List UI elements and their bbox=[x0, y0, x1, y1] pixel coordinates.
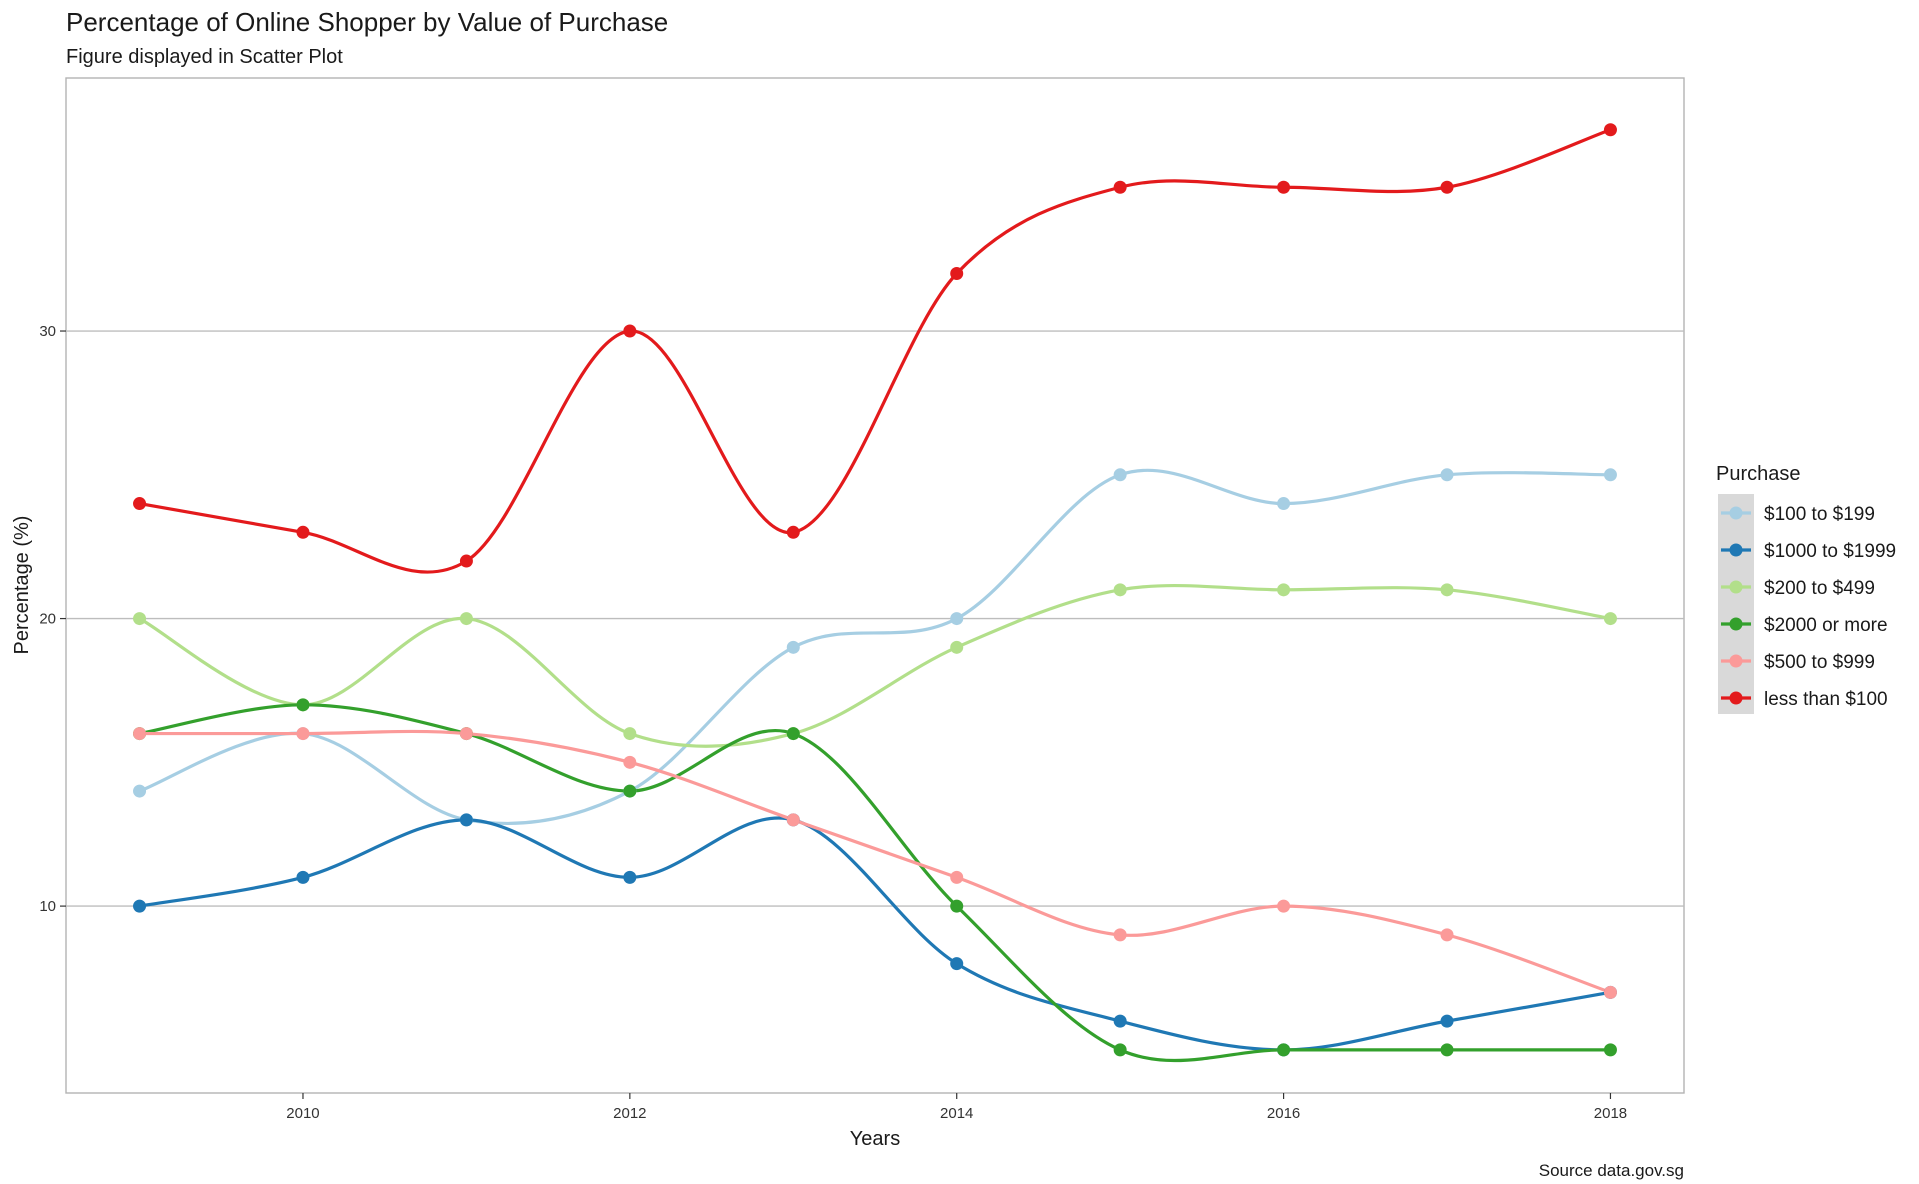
data-point-200-to-499-2011 bbox=[459, 612, 473, 626]
legend-label-2000-or-more: $2000 or more bbox=[1764, 615, 1888, 636]
x-tick-label: 2012 bbox=[613, 1105, 646, 1122]
data-point-2000-or-more-2010 bbox=[296, 698, 310, 712]
data-point-500-to-999-2017 bbox=[1440, 928, 1454, 942]
data-point-200-to-499-2017 bbox=[1440, 583, 1454, 597]
data-point-500-to-999-2014 bbox=[950, 870, 964, 884]
data-point-less-than-100-2015 bbox=[1113, 180, 1127, 194]
data-point-1000-to-1999-2010 bbox=[296, 870, 310, 884]
data-point-1000-to-1999-2014 bbox=[950, 957, 964, 971]
legend-key-background bbox=[1718, 494, 1754, 714]
legend-label-200-to-499: $200 to $499 bbox=[1764, 578, 1875, 599]
legend-title: Purchase bbox=[1716, 463, 1801, 485]
legend-label-1000-to-1999: $1000 to $1999 bbox=[1764, 541, 1896, 562]
data-point-less-than-100-2018 bbox=[1603, 123, 1617, 137]
data-point-2000-or-more-2017 bbox=[1440, 1043, 1454, 1057]
data-point-100-to-199-2009 bbox=[133, 784, 147, 798]
data-point-less-than-100-2013 bbox=[786, 525, 800, 539]
data-point-1000-to-1999-2012 bbox=[623, 870, 637, 884]
data-point-200-to-499-2015 bbox=[1113, 583, 1127, 597]
data-point-less-than-100-2016 bbox=[1277, 180, 1291, 194]
data-point-100-to-199-2016 bbox=[1277, 497, 1291, 511]
data-point-2000-or-more-2013 bbox=[786, 727, 800, 741]
legend-key-point-less-than-100 bbox=[1729, 691, 1743, 705]
data-point-100-to-199-2018 bbox=[1603, 468, 1617, 482]
legend-key-point-1000-to-1999 bbox=[1729, 543, 1743, 557]
series-line-2000-or-more bbox=[137, 703, 1613, 1063]
x-axis-title: Years bbox=[850, 1128, 900, 1150]
plot-panel-border bbox=[65, 77, 1685, 1094]
series-line-less-than-100 bbox=[137, 128, 1613, 574]
series-line-100-to-199 bbox=[137, 468, 1613, 825]
data-point-500-to-999-2011 bbox=[459, 727, 473, 741]
legend-items: $100 to $199 $1000 to $1999 $200 to $499 $2… bbox=[1721, 504, 1896, 710]
data-point-less-than-100-2009 bbox=[133, 497, 147, 511]
y-axis-title: Percentage (%) bbox=[11, 516, 33, 655]
data-point-1000-to-1999-2011 bbox=[459, 813, 473, 827]
legend-label-less-than-100: less than $100 bbox=[1764, 689, 1888, 710]
data-point-200-to-499-2012 bbox=[623, 727, 637, 741]
data-point-500-to-999-2016 bbox=[1277, 899, 1291, 913]
data-point-500-to-999-2015 bbox=[1113, 928, 1127, 942]
y-tick-label: 30 bbox=[39, 323, 56, 340]
data-point-1000-to-1999-2015 bbox=[1113, 1014, 1127, 1028]
data-point-100-to-199-2014 bbox=[950, 612, 964, 626]
chart-caption: Source data.gov.sg bbox=[1539, 1161, 1684, 1180]
data-point-100-to-199-2015 bbox=[1113, 468, 1127, 482]
chart-subtitle: Figure displayed in Scatter Plot bbox=[66, 46, 343, 68]
data-point-less-than-100-2012 bbox=[623, 324, 637, 338]
data-point-200-to-499-2016 bbox=[1277, 583, 1291, 597]
legend-label-500-to-999: $500 to $999 bbox=[1764, 652, 1875, 673]
x-tick-label: 2018 bbox=[1594, 1105, 1627, 1122]
legend-key-point-100-to-199 bbox=[1729, 506, 1743, 520]
legend-label-100-to-199: $100 to $199 bbox=[1764, 504, 1875, 525]
x-tick-label: 2010 bbox=[286, 1105, 319, 1122]
gridlines bbox=[66, 330, 1684, 907]
y-tick-label: 10 bbox=[39, 898, 56, 915]
legend-key-point-500-to-999 bbox=[1729, 654, 1743, 668]
data-point-200-to-499-2014 bbox=[950, 640, 964, 654]
data-point-2000-or-more-2012 bbox=[623, 784, 637, 798]
chart-title: Percentage of Online Shopper by Value of… bbox=[66, 7, 668, 37]
y-tick-label: 20 bbox=[39, 611, 56, 628]
data-point-100-to-199-2017 bbox=[1440, 468, 1454, 482]
data-points bbox=[133, 123, 1617, 1057]
data-point-less-than-100-2010 bbox=[296, 525, 310, 539]
series-line-1000-to-1999 bbox=[137, 816, 1613, 1052]
data-point-500-to-999-2013 bbox=[786, 813, 800, 827]
data-point-2000-or-more-2016 bbox=[1277, 1043, 1291, 1057]
plot-area bbox=[65, 77, 1685, 1094]
x-tick-label: 2016 bbox=[1267, 1105, 1300, 1122]
data-point-200-to-499-2018 bbox=[1603, 612, 1617, 626]
legend: Purchase $100 to $199 $1000 to $1999 $200 … bbox=[1716, 463, 1896, 714]
data-point-1000-to-1999-2009 bbox=[133, 899, 147, 913]
data-point-1000-to-1999-2017 bbox=[1440, 1014, 1454, 1028]
data-point-less-than-100-2017 bbox=[1440, 180, 1454, 194]
series-line-200-to-499 bbox=[137, 583, 1613, 748]
data-point-less-than-100-2011 bbox=[459, 554, 473, 568]
data-point-100-to-199-2013 bbox=[786, 640, 800, 654]
data-point-500-to-999-2010 bbox=[296, 727, 310, 741]
data-point-500-to-999-2009 bbox=[133, 727, 147, 741]
x-tick-label: 2014 bbox=[940, 1105, 973, 1122]
y-axis: 10 20 30 bbox=[39, 323, 66, 915]
data-point-less-than-100-2014 bbox=[950, 267, 964, 281]
series-lines bbox=[137, 128, 1613, 1063]
series-line-500-to-999 bbox=[137, 729, 1613, 994]
x-axis: 2010 2012 2014 2016 2018 bbox=[286, 1093, 1627, 1122]
legend-key-point-200-to-499 bbox=[1729, 580, 1743, 594]
data-point-2000-or-more-2015 bbox=[1113, 1043, 1127, 1057]
data-point-200-to-499-2009 bbox=[133, 612, 147, 626]
data-point-500-to-999-2018 bbox=[1603, 985, 1617, 999]
data-point-2000-or-more-2018 bbox=[1603, 1043, 1617, 1057]
data-point-500-to-999-2012 bbox=[623, 755, 637, 769]
data-point-2000-or-more-2014 bbox=[950, 899, 964, 913]
legend-key-point-2000-or-more bbox=[1729, 617, 1743, 631]
